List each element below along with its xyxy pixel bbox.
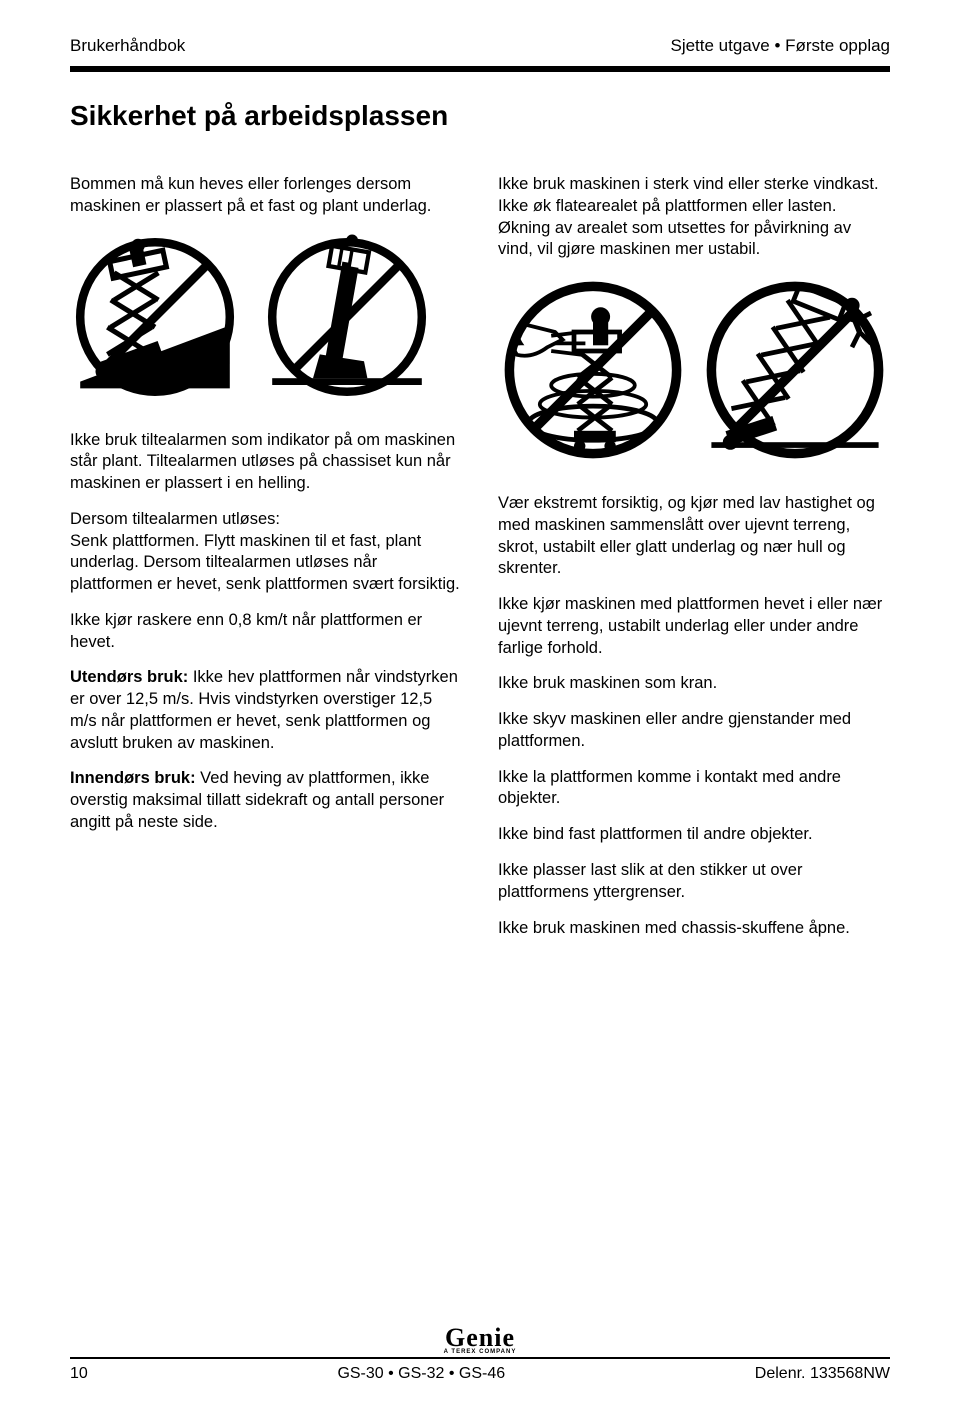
left-column: Bommen må kun heves eller forlenges ders… [70, 174, 460, 953]
footer-models: GS-30 • GS-32 • GS-46 [337, 1365, 505, 1383]
right-p1: Ikke bruk maskinen i sterk vind eller st… [498, 174, 890, 261]
left-p3b: Senk plattformen. Flytt maskinen til et … [70, 532, 460, 594]
right-icon-row [498, 275, 890, 465]
right-p7: Ikke bind fast plattformen til andre obj… [498, 824, 890, 846]
right-p9: Ikke bruk maskinen med chassis-skuffene … [498, 918, 890, 940]
right-p8: Ikke plasser last slik at den stikker ut… [498, 860, 890, 904]
prohibit-wind-icon [498, 275, 688, 465]
right-p6: Ikke la plattformen komme i kontakt med … [498, 767, 890, 811]
header-right: Sjette utgave • Første opplag [670, 36, 890, 56]
prohibit-mast-tilt-icon [262, 232, 432, 402]
left-p3: Dersom tiltealarmen utløses: Senk plattf… [70, 509, 460, 596]
header-rule [70, 66, 890, 72]
right-p5: Ikke skyv maskinen eller andre gjenstand… [498, 709, 890, 753]
left-p4: Ikke kjør raskere enn 0,8 km/t når platt… [70, 610, 460, 654]
left-p6-label: Innendørs bruk: [70, 769, 196, 787]
header-left: Brukerhåndbok [70, 36, 185, 56]
right-p2: Vær ekstremt forsiktig, og kjør med lav … [498, 493, 890, 580]
left-p2: Ikke bruk tiltealarmen som indikator på … [70, 430, 460, 495]
footer-page: 10 [70, 1365, 88, 1383]
left-p1: Bommen må kun heves eller forlenges ders… [70, 174, 460, 218]
page-title: Sikkerhet på arbeidsplassen [70, 100, 890, 132]
footer-logo-text: Genie [445, 1323, 515, 1352]
footer-part: Delenr. 133568NW [755, 1365, 890, 1383]
prohibit-tip-icon [700, 275, 890, 465]
left-icon-row [70, 232, 460, 402]
intro-columns: Bommen må kun heves eller forlenges ders… [70, 174, 890, 953]
left-p5: Utendørs bruk: Ikke hev plattformen når … [70, 667, 460, 754]
right-p3: Ikke kjør maskinen med plattformen hevet… [498, 594, 890, 659]
footer-rule [70, 1357, 890, 1359]
left-p5-label: Utendørs bruk: [70, 668, 188, 686]
right-p4: Ikke bruk maskinen som kran. [498, 673, 890, 695]
left-p3a: Dersom tiltealarmen utløses: [70, 510, 280, 528]
page-footer: Genie A TEREX COMPANY 10 GS-30 • GS-32 •… [70, 1323, 890, 1383]
left-p6: Innendørs bruk: Ved heving av plattforme… [70, 768, 460, 833]
footer-logo: Genie A TEREX COMPANY [70, 1323, 890, 1355]
footer-logo-sub: A TEREX COMPANY [70, 1349, 890, 1355]
right-column: Ikke bruk maskinen i sterk vind eller st… [498, 174, 890, 953]
prohibit-slope-icon [70, 232, 240, 402]
